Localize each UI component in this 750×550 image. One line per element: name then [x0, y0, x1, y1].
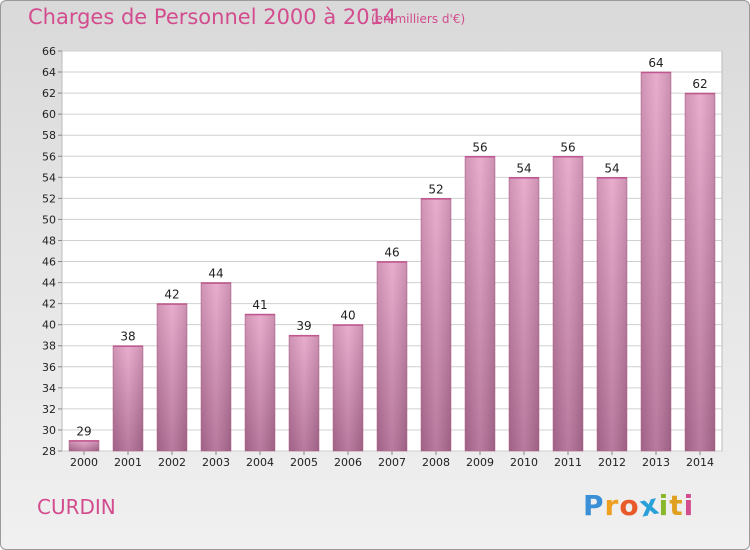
bar-shade — [69, 440, 99, 451]
data-label: 46 — [384, 246, 399, 260]
x-tick-label: 2010 — [510, 456, 538, 469]
bar-shade — [685, 93, 715, 452]
y-tick-label: 38 — [42, 340, 56, 353]
proxiti-logo: Proxiti — [583, 487, 695, 523]
logo-letter: o — [619, 489, 640, 522]
logo-letter: t — [669, 489, 684, 522]
y-tick-label: 62 — [42, 87, 56, 100]
x-tick-label: 2012 — [598, 456, 626, 469]
y-tick-label: 34 — [42, 382, 56, 395]
x-tick-label: 2008 — [422, 456, 450, 469]
chart-title: Charges de Personnel 2000 à 2014 — [28, 5, 397, 29]
bar-shade — [377, 261, 407, 451]
data-label: 44 — [208, 267, 223, 281]
commune-name: CURDIN — [37, 495, 116, 519]
data-label: 52 — [428, 182, 443, 196]
y-tick-label: 42 — [42, 298, 56, 311]
x-tick-label: 2003 — [202, 456, 230, 469]
data-label: 42 — [164, 288, 179, 302]
bar-shade — [597, 177, 627, 451]
y-tick-label: 46 — [42, 256, 56, 269]
y-tick-label: 28 — [42, 445, 56, 458]
data-label: 29 — [76, 424, 91, 438]
y-tick-label: 58 — [42, 129, 56, 142]
bar-shade — [157, 303, 187, 451]
y-tick-label: 48 — [42, 234, 56, 247]
bar-shade — [509, 177, 539, 451]
y-tick-label: 44 — [42, 277, 56, 290]
bar-shade — [641, 72, 671, 451]
bar-shade — [245, 314, 275, 451]
y-tick-label: 30 — [42, 424, 56, 437]
x-tick-label: 2000 — [70, 456, 98, 469]
y-tick-label: 56 — [42, 150, 56, 163]
bar-shade — [113, 345, 143, 451]
bar-shade — [333, 324, 363, 451]
x-tick-label: 2002 — [158, 456, 186, 469]
bar-shade — [421, 198, 451, 451]
data-label: 39 — [296, 319, 311, 333]
x-tick-label: 2011 — [554, 456, 582, 469]
x-tick-label: 2001 — [114, 456, 142, 469]
data-label: 40 — [340, 309, 355, 323]
y-tick-label: 54 — [42, 171, 56, 184]
y-tick-label: 52 — [42, 192, 56, 205]
x-tick-label: 2013 — [642, 456, 670, 469]
logo-letter: i — [658, 489, 670, 522]
bar-shade — [201, 282, 231, 451]
y-tick-label: 66 — [42, 45, 56, 58]
data-label: 38 — [120, 330, 135, 344]
x-tick-label: 2004 — [246, 456, 274, 469]
bar-shade — [553, 156, 583, 451]
chart-subtitle: (en milliers d'€) — [371, 12, 466, 26]
y-tick-label: 40 — [42, 319, 56, 332]
y-tick-label: 64 — [42, 66, 56, 79]
logo-letter: P — [583, 489, 605, 522]
data-label: 56 — [472, 140, 487, 154]
data-label: 54 — [604, 161, 619, 175]
x-tick-label: 2009 — [466, 456, 494, 469]
y-tick-label: 32 — [42, 403, 56, 416]
x-tick-label: 2006 — [334, 456, 362, 469]
logo-letter: i — [683, 489, 695, 522]
data-label: 64 — [648, 56, 663, 70]
x-tick-label: 2007 — [378, 456, 406, 469]
data-label: 41 — [252, 298, 267, 312]
x-tick-label: 2005 — [290, 456, 318, 469]
data-label: 56 — [560, 140, 575, 154]
bar-shade — [465, 156, 495, 451]
y-tick-label: 50 — [42, 213, 56, 226]
y-tick-label: 60 — [42, 108, 56, 121]
data-label: 62 — [692, 77, 707, 91]
x-tick-label: 2014 — [686, 456, 714, 469]
logo-letter: r — [604, 489, 620, 522]
bar-shade — [289, 335, 319, 451]
data-label: 54 — [516, 161, 531, 175]
y-tick-label: 36 — [42, 361, 56, 374]
